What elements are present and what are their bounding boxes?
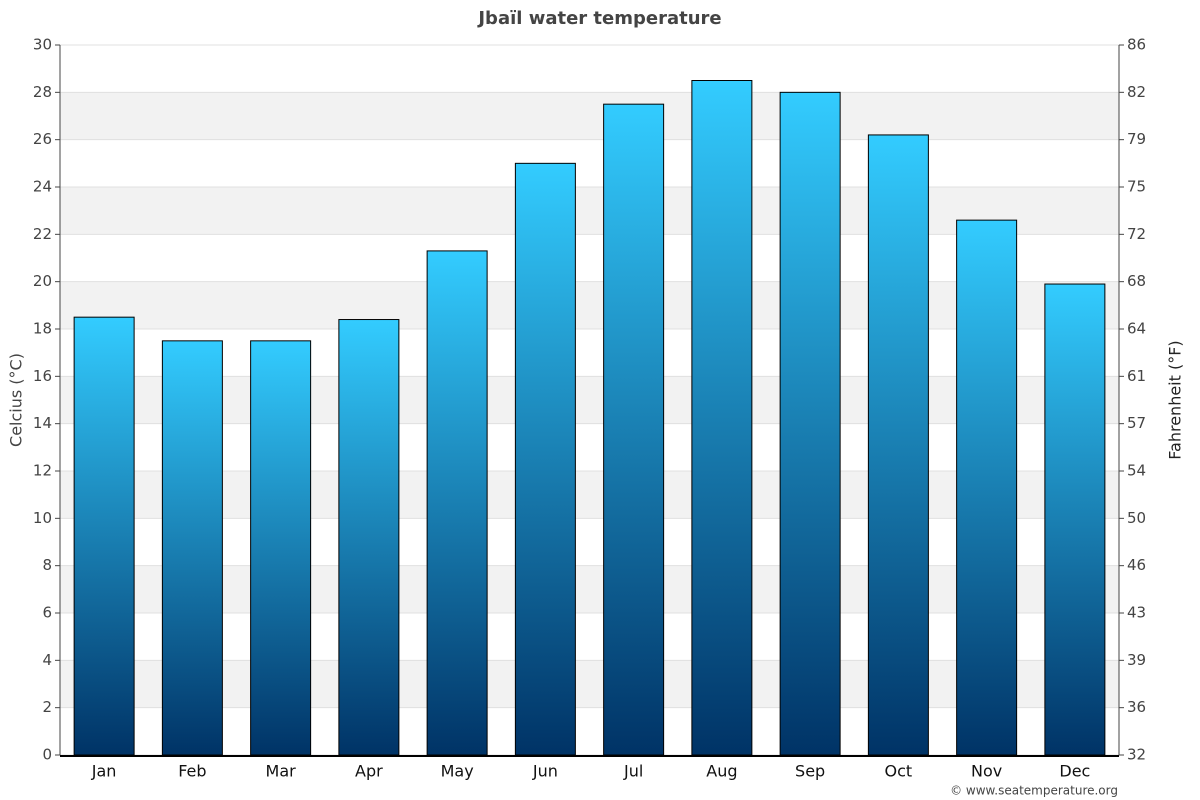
y-tick-label: 18 xyxy=(33,320,52,338)
grid-band xyxy=(60,565,1119,613)
bar xyxy=(691,80,753,756)
y-tick-label: 10 xyxy=(33,509,52,527)
x-tick-label: Sep xyxy=(795,762,825,781)
x-tick-label: Jan xyxy=(91,762,117,781)
grid-band xyxy=(60,187,1119,235)
y2-tick-label: 50 xyxy=(1127,509,1146,527)
chart-title: Jbaïl water temperature xyxy=(476,8,721,29)
x-tick-label: Mar xyxy=(266,762,297,781)
y-tick-label: 6 xyxy=(42,604,52,622)
bar xyxy=(956,219,1018,756)
y-tick-label: 12 xyxy=(33,462,52,480)
bar xyxy=(161,340,223,756)
y-tick-label: 0 xyxy=(42,746,52,764)
y-tick-label: 8 xyxy=(42,556,52,574)
bar xyxy=(73,316,135,756)
y-tick-label: 30 xyxy=(33,36,52,54)
x-tick-label: Aug xyxy=(706,762,737,781)
y2-tick-label: 43 xyxy=(1127,604,1146,622)
x-tick-label: Jun xyxy=(532,762,558,781)
y2-tick-label: 57 xyxy=(1127,414,1146,432)
grid-band xyxy=(60,281,1119,329)
y2-tick-label: 36 xyxy=(1127,698,1146,716)
x-tick-label: Jul xyxy=(623,762,643,781)
y-tick-label: 14 xyxy=(33,414,52,432)
y-tick-label: 28 xyxy=(33,83,52,101)
y2-tick-label: 72 xyxy=(1127,225,1146,243)
y-tick-label: 2 xyxy=(42,698,52,716)
bar xyxy=(779,91,841,756)
grid-band xyxy=(60,376,1119,424)
y2-tick-label: 39 xyxy=(1127,651,1146,669)
y-tick-label: 22 xyxy=(33,225,52,243)
x-tick-label: Dec xyxy=(1059,762,1090,781)
bar xyxy=(250,340,312,756)
y2-tick-label: 82 xyxy=(1127,83,1146,101)
y-tick-label: 20 xyxy=(33,272,52,290)
y-tick-label: 16 xyxy=(33,367,52,385)
y2-axis-label: Fahrenheit (°F) xyxy=(1166,340,1185,459)
bar xyxy=(867,134,929,756)
x-tick-label: Feb xyxy=(178,762,206,781)
bar xyxy=(426,250,488,756)
bar xyxy=(603,103,665,756)
bar xyxy=(338,319,400,756)
x-tick-label: May xyxy=(441,762,474,781)
bar xyxy=(514,162,576,756)
y2-tick-label: 64 xyxy=(1127,320,1146,338)
x-tick-label: Oct xyxy=(885,762,913,781)
y-tick-label: 26 xyxy=(33,130,52,148)
y2-tick-label: 54 xyxy=(1127,462,1146,480)
y2-tick-label: 32 xyxy=(1127,746,1146,764)
y-axis-label: Celcius (°C) xyxy=(7,353,26,447)
y-tick-label: 24 xyxy=(33,178,52,196)
y-tick-label: 4 xyxy=(42,651,52,669)
x-tick-label: Apr xyxy=(355,762,383,781)
x-tick-label: Nov xyxy=(971,762,1002,781)
y2-tick-label: 75 xyxy=(1127,178,1146,196)
y2-tick-label: 79 xyxy=(1127,130,1146,148)
y2-tick-label: 68 xyxy=(1127,272,1146,290)
grid-band xyxy=(60,92,1119,140)
bar xyxy=(1044,283,1106,756)
y2-tick-label: 46 xyxy=(1127,556,1146,574)
credit: © www.seatemperature.org xyxy=(950,784,1118,798)
grid-band xyxy=(60,471,1119,519)
y2-tick-label: 86 xyxy=(1127,36,1146,54)
y2-tick-label: 61 xyxy=(1127,367,1146,385)
grid-band xyxy=(60,660,1119,708)
